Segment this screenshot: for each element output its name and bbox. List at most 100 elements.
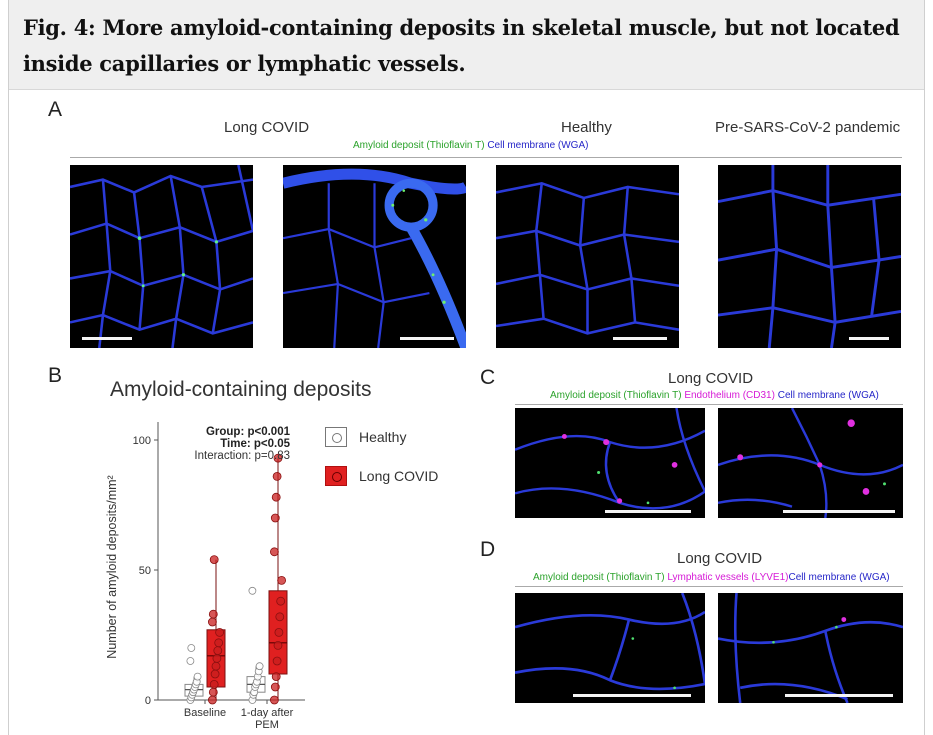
figure-header: Fig. 4: More amyloid-containing deposits… (9, 0, 924, 90)
micrograph-d-2-image (718, 593, 903, 703)
data-point (270, 513, 280, 523)
scale-bar (605, 510, 691, 513)
panel-d-title: Long COVID (677, 550, 763, 567)
chart-title: Amyloid-containing deposits (110, 378, 372, 401)
micrograph-healthy (496, 165, 679, 348)
panel-a-stain-amyloid: Amyloid deposit (Thioflavin T) (353, 140, 485, 151)
panel-a-divider (70, 157, 902, 158)
scale-bar (82, 337, 132, 340)
data-point (211, 661, 221, 671)
y-tick-label: 100 (133, 435, 151, 447)
legend-swatch-long-covid (325, 466, 347, 486)
data-point (193, 672, 202, 681)
micrograph-long-covid-2-image (283, 168, 466, 348)
data-point (273, 453, 283, 463)
panel-a-letter: A (48, 98, 63, 121)
stat-group: Group: p<0.001 (205, 426, 290, 438)
data-point (271, 672, 281, 682)
micrograph-c-1-image (515, 408, 705, 510)
panel-c-title: Long COVID (668, 370, 754, 387)
stats-block: Group: p<0.001 Time: p<0.05 Interaction:… (194, 426, 290, 462)
x-tick-label: PEM (255, 719, 279, 731)
panel-d-stain-legend: Amyloid deposit (Thioflavin T) Lymphatic… (533, 572, 890, 583)
micrograph-long-covid-1 (70, 165, 253, 348)
data-point (271, 492, 281, 502)
panel-c-stain-legend: Amyloid deposit (Thioflavin T) Endotheli… (550, 390, 879, 401)
y-tick-label: 0 (145, 695, 151, 707)
panel-d-stain-lymphatic: Lymphatic vessels (LYVE1) (667, 572, 789, 583)
panel-d-divider (515, 586, 903, 587)
data-point (212, 653, 222, 663)
legend-label-long-covid: Long COVID (359, 468, 439, 484)
box-plot: 0 50 100 Baseline 1-day after PEM Number of a… (100, 410, 460, 735)
panel-a-stain-legend: Amyloid deposit (Thioflavin T) Cell memb… (353, 140, 588, 151)
data-point (186, 657, 195, 665)
panel-c-letter: C (480, 366, 496, 389)
data-point (214, 638, 224, 648)
data-point (269, 695, 279, 705)
panel-a-stain-membrane: Cell membrane (WGA) (487, 140, 589, 151)
scale-bar (785, 694, 893, 697)
data-point (213, 646, 223, 656)
panel-d-letter: D (480, 538, 496, 561)
y-tick-label: 50 (139, 565, 151, 577)
panel-c-stain-membrane: Cell membrane (WGA) (777, 390, 879, 401)
data-point (187, 644, 196, 652)
panel-a-column-healthy: Healthy (561, 119, 612, 136)
data-point (273, 640, 283, 650)
panel-a-column-long-covid: Long COVID (224, 119, 310, 136)
data-point (272, 472, 282, 481)
panel-d-stain-membrane: Cell membrane (WGA) (788, 572, 890, 583)
scale-bar (849, 337, 889, 340)
data-point (269, 547, 279, 557)
data-point (270, 682, 280, 692)
data-point (208, 687, 218, 697)
scale-bar (613, 337, 667, 340)
micrograph-d-1-image (515, 593, 705, 691)
scale-bar (400, 337, 454, 340)
data-point (208, 695, 217, 705)
data-point (274, 627, 284, 637)
micrograph-long-covid-1-image (70, 165, 253, 348)
figure-title: Fig. 4: More amyloid-containing deposits… (23, 15, 900, 76)
data-point (272, 656, 282, 666)
scale-bar (573, 694, 691, 697)
micrograph-long-covid-2 (283, 165, 466, 348)
data-point (210, 669, 220, 679)
micrograph-d-2 (718, 593, 903, 703)
legend-label-healthy: Healthy (359, 429, 407, 445)
panel-c-stain-endothelium: Endothelium (CD31) (684, 390, 775, 401)
micrograph-pre-pandemic (718, 165, 901, 348)
data-point (215, 627, 224, 637)
data-point (276, 596, 286, 606)
data-point (208, 617, 217, 627)
panel-b-letter: B (48, 364, 63, 387)
legend-item-healthy: Healthy (325, 427, 406, 447)
panel-c-divider (515, 404, 903, 405)
panel-c-stain-amyloid: Amyloid deposit (Thioflavin T) (550, 390, 682, 401)
micrograph-c-1 (515, 408, 705, 518)
data-point (209, 679, 219, 689)
stat-interaction: Interaction: p=0.83 (194, 450, 290, 462)
legend-item-long-covid: Long COVID (325, 466, 438, 486)
x-tick-label: 1-day after (241, 707, 294, 719)
data-point (248, 586, 257, 595)
figure-frame (8, 0, 925, 735)
data-point (208, 609, 218, 619)
micrograph-healthy-image (496, 181, 679, 335)
micrograph-c-2 (718, 408, 903, 518)
scale-bar (783, 510, 895, 513)
panel-d-stain-amyloid: Amyloid deposit (Thioflavin T) (533, 572, 665, 583)
data-point (209, 555, 219, 565)
micrograph-d-1 (515, 593, 705, 703)
y-axis-label: Number of amyloid deposits/mm² (105, 475, 119, 659)
data-point (255, 662, 264, 671)
stat-time: Time: p<0.05 (220, 438, 290, 450)
data-point (277, 575, 287, 585)
x-tick-label: Baseline (184, 707, 226, 719)
legend-swatch-healthy (325, 427, 347, 447)
micrograph-pre-pandemic-image (718, 165, 901, 348)
micrograph-c-2-image (718, 408, 903, 518)
data-point (275, 612, 285, 622)
